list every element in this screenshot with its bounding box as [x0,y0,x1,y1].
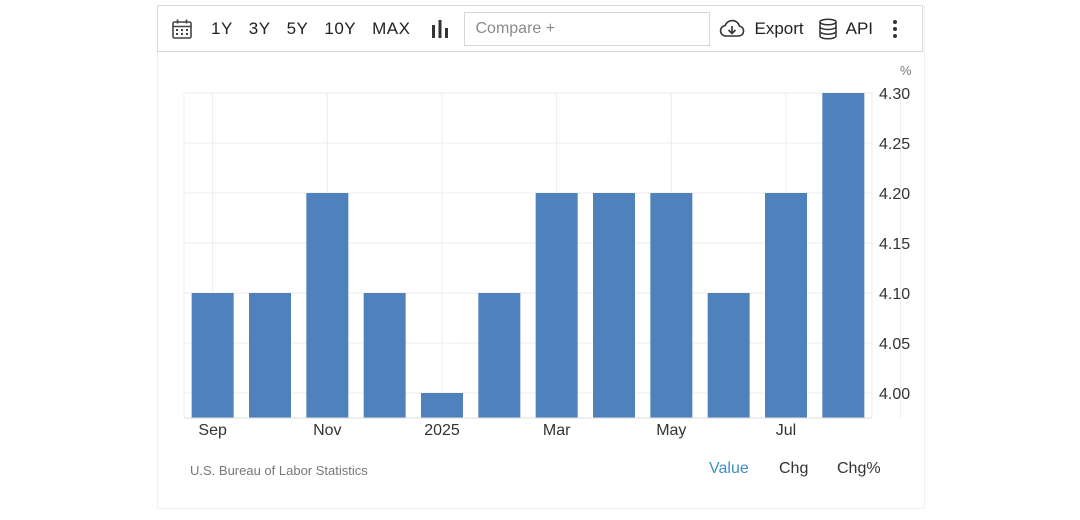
database-icon [818,17,837,40]
bar [765,193,807,418]
bar [191,293,234,418]
bar [593,193,635,418]
mode-chgpct-tab[interactable]: Chg% [837,460,881,477]
x-tick-label: 2025 [424,422,460,439]
x-tick-label: Sep [198,422,227,439]
bar [421,393,463,418]
y-tick-label: 4.30 [879,86,910,103]
range-1y-button[interactable]: 1Y [211,18,233,38]
x-tick-label: May [656,422,686,439]
y-tick-label: 4.20 [879,186,910,203]
api-label: API [845,18,874,38]
y-tick-label: 4.00 [879,386,910,403]
unit-label: % [900,63,912,78]
x-tick-label: Jul [776,422,796,439]
chart-toolbar: 1Y 3Y 5Y 10Y MAX Export API [157,5,923,52]
bar [822,93,865,418]
range-10y-button[interactable]: 10Y [324,18,357,38]
api-button[interactable]: API [818,17,874,40]
bar [306,193,349,418]
export-button[interactable]: Export [718,18,804,40]
export-label: Export [754,18,804,38]
y-tick-label: 4.10 [879,286,910,303]
range-3y-button[interactable]: 3Y [248,18,271,38]
bar [650,193,693,418]
bar [707,293,750,418]
x-tick-label: Nov [313,422,341,439]
cloud-download-icon [720,19,745,37]
range-max-button[interactable]: MAX [372,18,411,38]
mode-chg-tab[interactable]: Chg [779,460,809,477]
bar [363,293,406,418]
calendar-icon[interactable] [170,17,194,41]
source-label: U.S. Bureau of Labor Statistics [190,463,368,478]
more-vertical-icon[interactable] [891,19,899,39]
bar-chart-icon[interactable] [430,19,450,39]
bar [535,193,578,418]
mode-value-tab[interactable]: Value [709,460,749,477]
y-tick-label: 4.05 [879,336,910,353]
x-tick-label: Mar [543,422,571,439]
bar [478,293,521,418]
range-5y-button[interactable]: 5Y [286,18,309,38]
compare-input[interactable] [464,11,711,46]
chart-card [157,5,925,509]
y-tick-label: 4.15 [879,236,910,253]
bar [249,293,291,418]
y-tick-label: 4.25 [879,136,910,153]
